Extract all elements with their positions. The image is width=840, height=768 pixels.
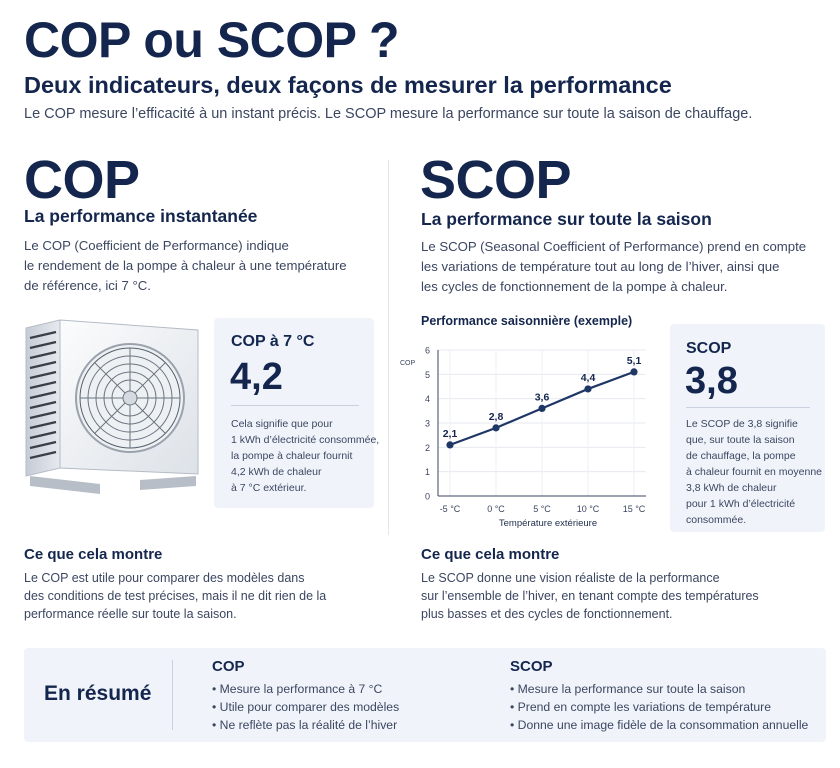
- summary-title: En résumé: [44, 682, 152, 705]
- cop-card-text-line: 4,2 kWh de chaleur: [231, 466, 322, 478]
- cop-description: Le COP (Coefficient de Performance) indi…: [24, 236, 347, 296]
- x-tick-label: 0 °C: [487, 504, 505, 514]
- summary-scop-title: SCOP: [510, 658, 553, 675]
- y-axis-label: COP: [400, 360, 416, 367]
- scop-shows-line: sur l’ensemble de l’hiver, en tenant com…: [421, 589, 759, 603]
- cop-shows-line: performance réelle sur toute la saison.: [24, 607, 237, 621]
- cop-card-text-line: à 7 °C extérieur.: [231, 482, 307, 494]
- cop-shows-line: des conditions de test précises, mais il…: [24, 589, 327, 603]
- scop-shows-line: Le SCOP donne une vision réaliste de la …: [421, 571, 720, 585]
- summary-cop-list: Mesure la performance à 7 °C Utile pour …: [212, 680, 400, 734]
- data-label: 4,4: [581, 372, 596, 384]
- scop-card-text-line: Le SCOP de 3,8 signifie: [686, 418, 798, 430]
- page-subtitle: Deux indicateurs, deux façons de mesurer…: [24, 72, 672, 98]
- list-item: Ne reflète pas la réalité de l’hiver: [212, 716, 399, 734]
- scop-card-text-line: à chaleur fournit en moyenne: [686, 466, 823, 478]
- cop-card-title: COP à 7 °C: [231, 333, 315, 350]
- y-tick-label: 4: [425, 394, 430, 404]
- list-item: Mesure la performance à 7 °C: [212, 680, 399, 698]
- scop-description: Le SCOP (Seasonal Coefficient of Perform…: [421, 237, 806, 297]
- cop-heading: COP: [24, 150, 140, 210]
- cop-subheading: La performance instantanée: [24, 206, 258, 226]
- summary-divider: [172, 660, 173, 730]
- y-tick-label: 5: [425, 370, 430, 380]
- scop-card: [670, 324, 825, 532]
- y-tick-label: 1: [425, 467, 430, 477]
- cop-shows-line: Le COP est utile pour comparer des modèl…: [24, 571, 305, 585]
- scop-card-value: 3,8: [685, 360, 738, 402]
- intro-text: Le COP mesure l’efficacité à un instant …: [24, 106, 753, 122]
- y-tick-label: 2: [425, 443, 430, 453]
- chart-title: Performance saisonnière (exemple): [421, 314, 633, 328]
- list-item: Utile pour comparer des modèles: [212, 698, 400, 716]
- scop-card-text-line: de chauffage, la pompe: [686, 450, 796, 462]
- scop-shows-text: Le SCOP donne une vision réaliste de la …: [421, 569, 759, 623]
- x-tick-label: 10 °C: [577, 504, 600, 514]
- scop-shows-line: plus basses et des cycles de fonctionnem…: [421, 607, 673, 621]
- scop-shows-title: Ce que cela montre: [421, 546, 560, 563]
- scop-card-text-line: consommée.: [686, 514, 747, 526]
- page-title: COP ou SCOP ?: [24, 12, 400, 68]
- scop-card-title: SCOP: [686, 340, 732, 357]
- scop-description-line: Le SCOP (Seasonal Coefficient of Perform…: [421, 239, 807, 254]
- data-label: 3,6: [535, 391, 550, 403]
- scop-subheading: La performance sur toute la saison: [421, 209, 712, 229]
- scop-card-rule: [686, 407, 810, 408]
- scop-card-text-line: que, sur toute la saison: [686, 434, 795, 446]
- x-axis-label: Température extérieure: [499, 518, 597, 529]
- x-tick-label: 15 °C: [623, 504, 646, 514]
- cop-shows-title: Ce que cela montre: [24, 546, 163, 563]
- summary-cop-title: COP: [212, 658, 245, 675]
- cop-shows-text: Le COP est utile pour comparer des modèl…: [24, 569, 326, 623]
- y-tick-label: 6: [425, 346, 430, 356]
- cop-card: [214, 318, 374, 508]
- x-tick-label: 5 °C: [533, 504, 551, 514]
- heat-pump-image: [25, 319, 199, 494]
- data-point: [492, 424, 500, 432]
- data-point: [446, 441, 454, 449]
- scop-card-text-line: pour 1 kWh d’électricité: [686, 498, 796, 510]
- summary-scop-list: Mesure la performance sur toute la saiso…: [510, 680, 809, 734]
- cop-card-text-line: la pompe à chaleur fournit: [231, 450, 353, 462]
- list-item: Donne une image fidèle de la consommatio…: [510, 716, 809, 734]
- data-point: [584, 385, 592, 393]
- cop-card-value: 4,2: [230, 356, 283, 398]
- list-item: Mesure la performance sur toute la saiso…: [510, 680, 808, 698]
- x-tick-label: -5 °C: [440, 504, 461, 514]
- scop-card-text: Le SCOP de 3,8 signifie que, sur toute l…: [686, 416, 822, 528]
- cop-card-text-line: 1 kWh d’électricité consommée,: [231, 434, 380, 446]
- cop-card-text: Cela signifie que pour 1 kWh d’électrici…: [231, 416, 379, 496]
- column-divider: [388, 160, 389, 535]
- list-item: Prend en compte les variations de tempér…: [510, 698, 808, 716]
- data-point: [630, 368, 638, 376]
- y-tick-label: 0: [425, 492, 430, 502]
- scop-description-line: les variations de température tout au lo…: [421, 259, 780, 274]
- scop-heading: SCOP: [420, 150, 572, 210]
- cop-description-line: le rendement de la pompe à chaleur à une…: [24, 258, 347, 273]
- cop-description-line: Le COP (Coefficient de Performance) indi…: [24, 238, 289, 253]
- cop-card-rule: [231, 405, 359, 406]
- cop-description-line: de référence, ici 7 °C.: [24, 278, 151, 293]
- data-point: [538, 404, 546, 412]
- seasonal-performance-chart: 0 1 2 3 4 5 6 -5 °C 0 °C 5 °C 10 °C 15 °C COP Tempéra…: [400, 346, 646, 529]
- y-tick-label: 3: [425, 419, 430, 429]
- scop-card-text-line: 3,8 kWh de chaleur: [686, 482, 777, 494]
- cop-card-text-line: Cela signifie que pour: [231, 418, 333, 430]
- scop-description-line: les cycles de fonctionnement de la pompe…: [421, 279, 728, 294]
- data-label: 2,8: [489, 411, 504, 423]
- data-label: 5,1: [627, 355, 642, 367]
- data-label: 2,1: [443, 428, 458, 440]
